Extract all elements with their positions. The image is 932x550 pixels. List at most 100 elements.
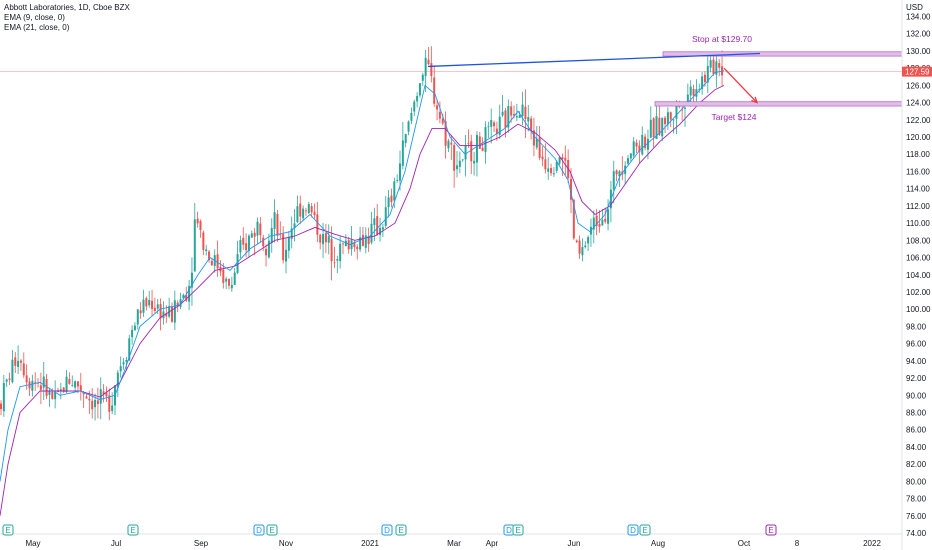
price-zone-box[interactable] (654, 101, 925, 107)
candle (464, 134, 467, 177)
candle (171, 302, 173, 323)
dividend-marker[interactable]: D (253, 524, 265, 536)
candle (148, 290, 151, 308)
candle (498, 104, 501, 140)
candle-body (259, 223, 262, 236)
earnings-marker[interactable]: E (127, 524, 139, 536)
candle (159, 298, 162, 331)
candle-body (48, 391, 51, 395)
candle (279, 221, 282, 239)
candle-body (552, 173, 555, 175)
candle (407, 120, 410, 136)
candle-body (493, 122, 496, 127)
candle-body (444, 121, 447, 146)
event-marker-box (765, 524, 777, 536)
candle-body (390, 195, 393, 203)
candle-body (530, 118, 533, 132)
candle (179, 292, 182, 310)
candle-body (575, 240, 578, 243)
candle-body (245, 243, 248, 251)
projection-arrow[interactable] (723, 67, 759, 104)
earnings-marker[interactable]: E (639, 524, 651, 536)
candle-body (347, 240, 350, 250)
candle-body (156, 304, 159, 309)
candle-body (111, 405, 114, 411)
candle (347, 236, 350, 254)
candle-body (393, 181, 396, 201)
price-tick-label: 84.00 (906, 443, 927, 452)
candle-body (401, 140, 404, 166)
candle (433, 65, 436, 107)
candle (478, 132, 481, 149)
candle-body (250, 233, 253, 238)
event-marker-box (381, 524, 393, 536)
candle (54, 380, 57, 409)
candle (208, 249, 211, 263)
candle-body (39, 385, 42, 390)
last-price-tag-background (902, 66, 932, 77)
candle-body (265, 248, 268, 256)
event-marker-box (2, 524, 14, 536)
candle-body (686, 94, 689, 106)
candle-body (210, 260, 213, 266)
candle (259, 216, 262, 243)
candle (361, 226, 364, 247)
candle-body (379, 227, 382, 235)
candle-body (82, 392, 85, 395)
candle-body (712, 59, 715, 75)
earnings-marker[interactable]: E (266, 524, 278, 536)
candle-body (450, 142, 453, 145)
candle-body (339, 243, 342, 262)
candle-body (396, 180, 399, 181)
price-axis[interactable]: USD 134.00132.00130.00128.00126.00124.00… (901, 0, 932, 550)
candle (364, 227, 367, 254)
earnings-marker[interactable]: E (512, 524, 524, 536)
earnings-marker[interactable]: E (395, 524, 407, 536)
candle-body (125, 360, 128, 362)
candle-body (518, 114, 521, 118)
candle (256, 217, 259, 245)
candle-body (701, 76, 704, 90)
price-tick-label: 102.00 (906, 288, 931, 297)
candle (629, 153, 632, 163)
candle (413, 99, 416, 117)
candle (14, 351, 17, 374)
ema9-legend: EMA (9, close, 0) (4, 13, 65, 22)
event-marker-box (395, 524, 407, 536)
time-tick-label: Mar (447, 539, 461, 548)
candle-body (407, 121, 410, 132)
candle-body (544, 159, 547, 170)
candle-body (416, 95, 419, 102)
candle-body (316, 214, 319, 235)
candle-body (119, 366, 122, 372)
resistance-trendline[interactable] (427, 52, 761, 68)
candle-body (310, 206, 313, 213)
candle-body (136, 309, 139, 325)
earnings-marker[interactable]: E (765, 524, 777, 536)
candle-body (14, 357, 17, 366)
price-zone[interactable] (654, 101, 925, 107)
candle-body (672, 119, 675, 121)
candle-body (222, 269, 225, 284)
dividend-marker[interactable]: D (381, 524, 393, 536)
candle-body (168, 306, 171, 317)
candle (350, 226, 353, 256)
candle-body (242, 237, 245, 245)
candle-body (430, 63, 433, 77)
price-axis-background (902, 0, 932, 550)
candle-body (273, 212, 276, 229)
dividend-marker[interactable]: D (627, 524, 639, 536)
candle-body (587, 237, 590, 244)
candle (638, 140, 641, 163)
candle (390, 188, 393, 208)
time-tick-label: Nov (279, 539, 293, 548)
candle-body (293, 223, 296, 229)
candle-body (356, 246, 359, 250)
candle-body (51, 391, 54, 399)
earnings-marker[interactable]: E (2, 524, 14, 536)
candle (461, 159, 464, 162)
event-marker-letter: E (642, 526, 647, 535)
